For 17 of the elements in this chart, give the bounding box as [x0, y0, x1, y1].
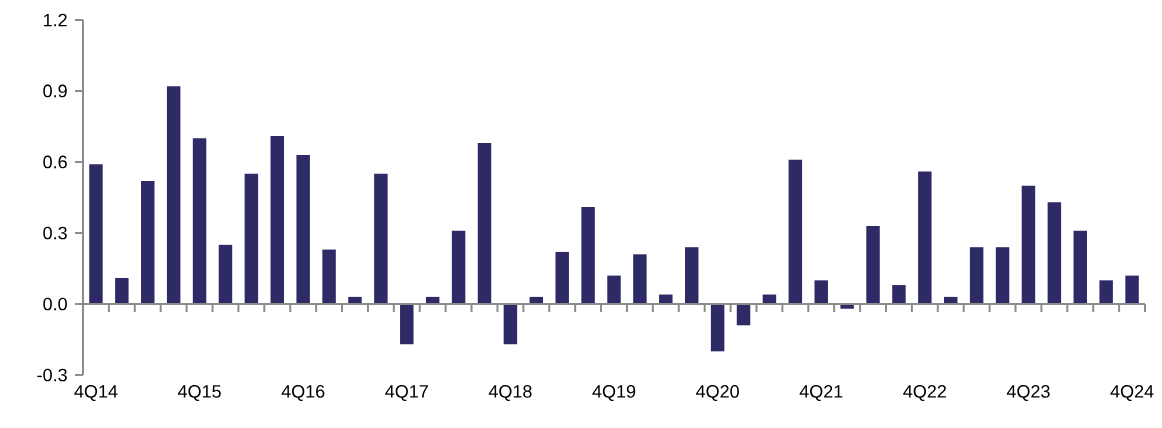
x-tick-label: 4Q20 [696, 385, 739, 402]
x-tick-label: 4Q17 [385, 385, 428, 402]
x-tick-label: 4Q24 [1110, 385, 1154, 402]
x-tick-label: 4Q19 [592, 385, 636, 402]
y-tick-label: 0.9 [43, 84, 67, 98]
x-tick-label: 4Q22 [903, 385, 946, 402]
y-tick-label: 1.2 [43, 13, 67, 27]
y-tick-label: 0.3 [43, 226, 67, 240]
x-tick-label: 4Q21 [799, 385, 843, 402]
x-tick-label: 4Q16 [281, 385, 325, 402]
x-tick-label: 4Q23 [1006, 385, 1050, 402]
x-tick-label: 4Q14 [74, 385, 118, 402]
y-tick-label: 0.6 [43, 155, 67, 169]
y-tick-label: -0.3 [37, 368, 67, 382]
y-tick-label: 0.0 [43, 297, 67, 311]
x-tick-label: 4Q15 [177, 385, 221, 402]
x-tick-label: 4Q18 [488, 385, 532, 402]
